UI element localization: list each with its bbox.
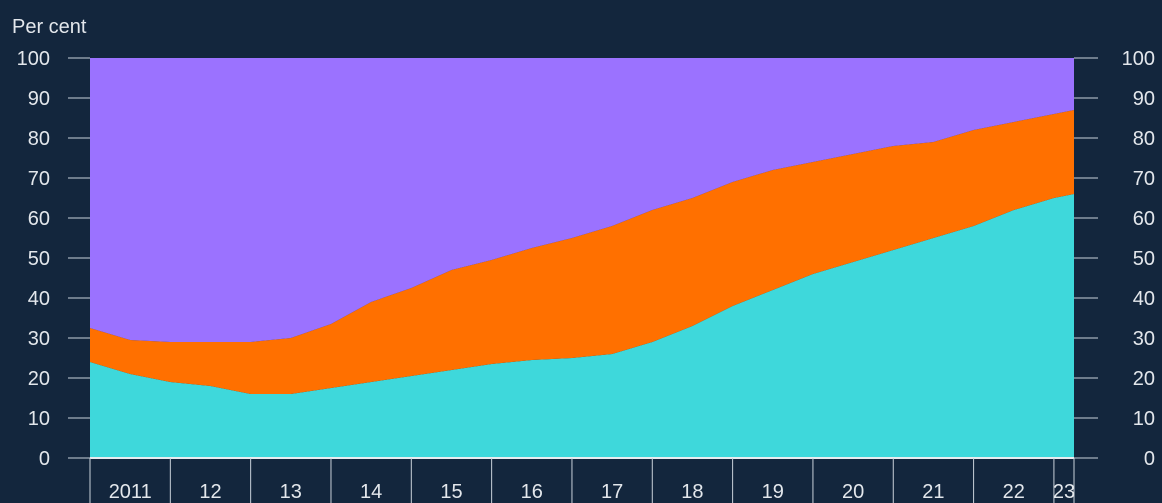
y-tick-label-right-20: 20 <box>1133 368 1155 390</box>
y-tick-label-left-30: 30 <box>28 328 50 350</box>
y-tick-label-left-100: 100 <box>17 48 50 70</box>
x-tick-label-16: 16 <box>521 481 543 503</box>
x-tick-label-23: 23 <box>1053 481 1075 503</box>
x-tick-label-20: 20 <box>842 481 864 503</box>
y-tick-label-left-20: 20 <box>28 368 50 390</box>
area-series-1 <box>90 194 1074 458</box>
y-tick-label-right-30: 30 <box>1133 328 1155 350</box>
y-tick-label-right-10: 10 <box>1133 408 1155 430</box>
y-tick-label-left-80: 80 <box>28 128 50 150</box>
y-tick-label-left-90: 90 <box>28 88 50 110</box>
y-axis-left: 0 10 20 30 40 50 60 70 80 90 100 <box>17 48 90 470</box>
y-tick-label-right-90: 90 <box>1133 88 1155 110</box>
x-tick-label-2011: 2011 <box>109 481 152 503</box>
y-tick-label-left-50: 50 <box>28 248 50 270</box>
y-tick-label-right-0: 0 <box>1144 448 1155 470</box>
x-tick-label-21: 21 <box>922 481 944 503</box>
y-tick-label-left-10: 10 <box>28 408 50 430</box>
y-tick-label-right-100: 100 <box>1122 48 1155 70</box>
x-tick-label-15: 15 <box>440 481 462 503</box>
y-tick-label-right-80: 80 <box>1133 128 1155 150</box>
y-tick-label-left-60: 60 <box>28 208 50 230</box>
x-tick-label-14: 14 <box>360 481 382 503</box>
x-axis: 2011 12 13 14 15 16 17 18 19 20 21 22 23 <box>89 457 1075 503</box>
x-tick-label-17: 17 <box>601 481 623 503</box>
y-tick-label-left-70: 70 <box>28 168 50 190</box>
x-tick-label-22: 22 <box>1003 481 1025 503</box>
y-tick-label-right-50: 50 <box>1133 248 1155 270</box>
x-tick-label-19: 19 <box>762 481 784 503</box>
y-tick-label-left-40: 40 <box>28 288 50 310</box>
area-series-3 <box>90 58 1074 342</box>
x-tick-label-13: 13 <box>280 481 302 503</box>
x-tick-label-18: 18 <box>681 481 703 503</box>
y-tick-label-right-70: 70 <box>1133 168 1155 190</box>
area-layers <box>90 58 1074 458</box>
area-series-2 <box>90 110 1074 394</box>
y-tick-label-right-60: 60 <box>1133 208 1155 230</box>
unit-label-left: Per cent <box>12 16 87 38</box>
y-tick-label-right-40: 40 <box>1133 288 1155 310</box>
x-tick-label-12: 12 <box>199 481 221 503</box>
y-tick-label-left-0: 0 <box>39 448 50 470</box>
y-axis-right: 0 10 20 30 40 50 60 70 80 90 100 <box>1074 48 1155 470</box>
